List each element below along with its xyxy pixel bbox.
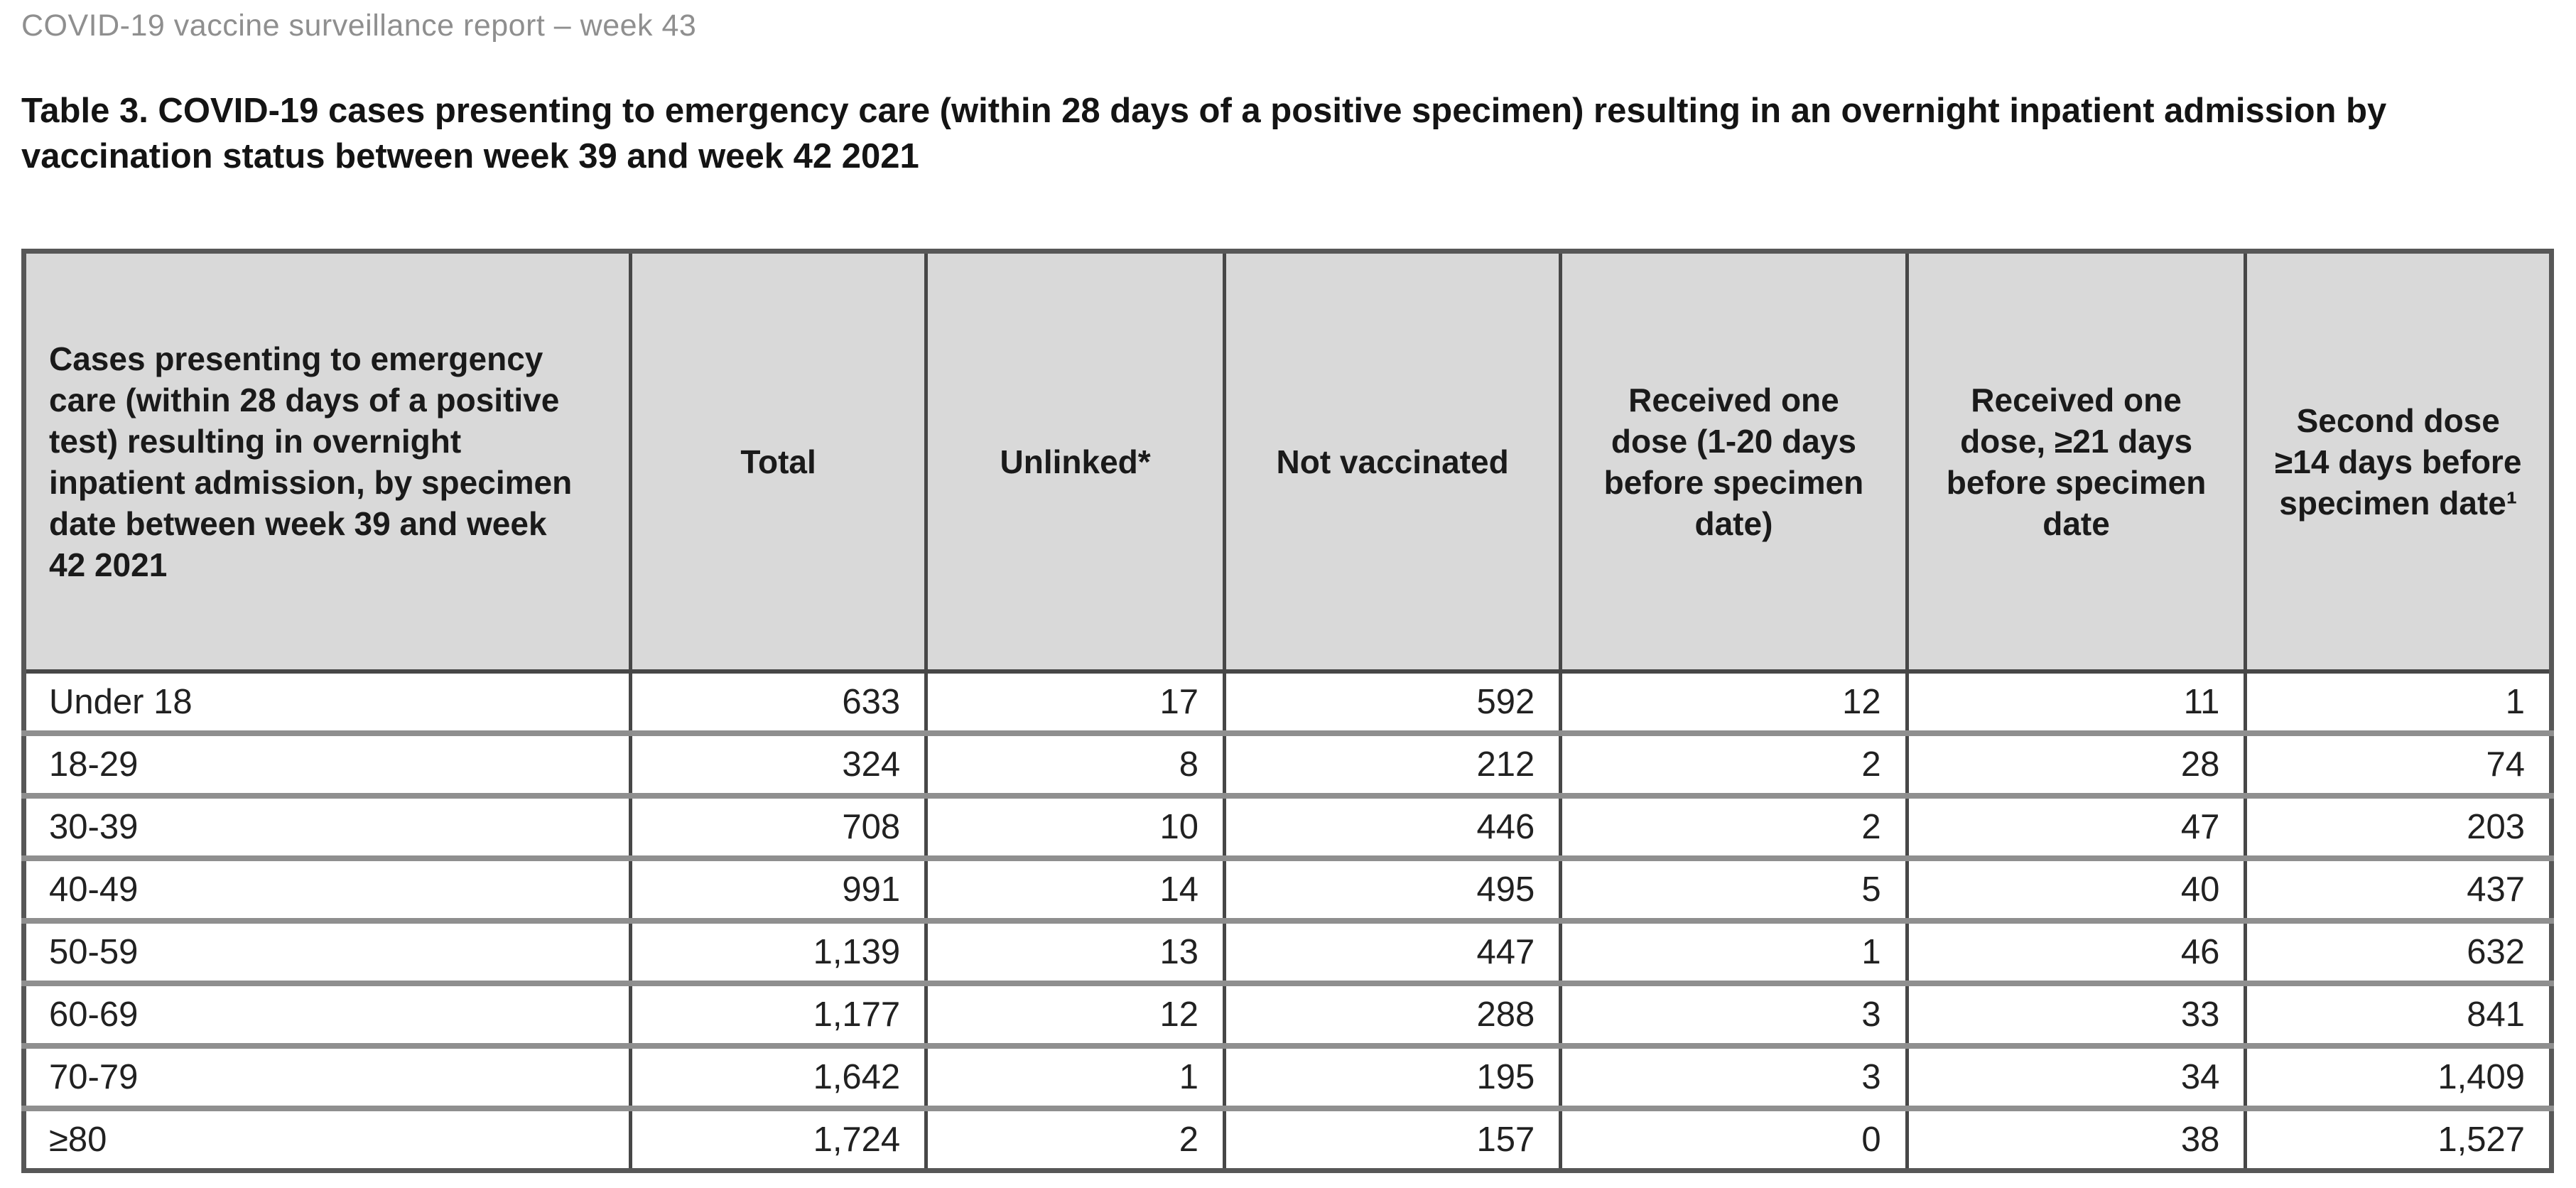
not-vaccinated-cell: 212 bbox=[1223, 733, 1563, 799]
total-cell: 1,177 bbox=[628, 983, 929, 1049]
unlinked-cell: 12 bbox=[924, 983, 1227, 1049]
total-cell: 633 bbox=[628, 671, 929, 736]
age-group-cell: 50-59 bbox=[22, 921, 632, 986]
row-60-69: 60-69 1,177 12 288 3 33 841 bbox=[22, 983, 2553, 1049]
row-40-49: 40-49 991 14 495 5 40 437 bbox=[22, 858, 2553, 924]
one-dose-1-20-cell: 2 bbox=[1559, 796, 1909, 861]
unlinked-cell: 17 bbox=[924, 671, 1227, 736]
one-dose-21plus-cell: 33 bbox=[1905, 983, 2248, 1049]
not-vaccinated-cell: 495 bbox=[1223, 858, 1563, 924]
table-title: Table 3. COVID-19 cases presenting to em… bbox=[21, 92, 2387, 176]
age-group-cell: 30-39 bbox=[22, 796, 632, 861]
second-dose-cell: 632 bbox=[2244, 921, 2553, 986]
unlinked-cell: 13 bbox=[924, 921, 1227, 986]
age-group-cell: 18-29 bbox=[22, 733, 632, 799]
column-header-unlinked: Unlinked* bbox=[924, 251, 1227, 674]
one-dose-1-20-cell: 2 bbox=[1559, 733, 1909, 799]
total-cell: 324 bbox=[628, 733, 929, 799]
one-dose-1-20-cell: 3 bbox=[1559, 983, 1909, 1049]
not-vaccinated-cell: 288 bbox=[1223, 983, 1563, 1049]
one-dose-21plus-cell: 28 bbox=[1905, 733, 2248, 799]
column-header-one-dose-21plus-days: Received one dose, ≥21 days before speci… bbox=[1905, 251, 2248, 674]
total-cell: 1,724 bbox=[628, 1108, 929, 1171]
one-dose-21plus-cell: 34 bbox=[1905, 1046, 2248, 1111]
age-group-cell: 60-69 bbox=[22, 983, 632, 1049]
report-header: COVID-19 vaccine surveillance report – w… bbox=[21, 9, 697, 43]
total-cell: 1,139 bbox=[628, 921, 929, 986]
second-dose-cell: 1 bbox=[2244, 671, 2553, 736]
unlinked-cell: 10 bbox=[924, 796, 1227, 861]
one-dose-1-20-cell: 1 bbox=[1559, 921, 1909, 986]
one-dose-21plus-cell: 38 bbox=[1905, 1108, 2248, 1171]
column-header-one-dose-1-20-days: Received one dose (1-20 days before spec… bbox=[1559, 251, 1909, 674]
row-80-plus: ≥80 1,724 2 157 0 38 1,527 bbox=[22, 1108, 2553, 1171]
header-row: Cases presenting to emergency care (with… bbox=[22, 251, 2553, 674]
one-dose-21plus-cell: 40 bbox=[1905, 858, 2248, 924]
not-vaccinated-cell: 195 bbox=[1223, 1046, 1563, 1111]
column-header-total: Total bbox=[628, 251, 929, 674]
age-group-cell: Under 18 bbox=[22, 671, 632, 736]
not-vaccinated-cell: 592 bbox=[1223, 671, 1563, 736]
row-under-18: Under 18 633 17 592 12 11 1 bbox=[22, 671, 2553, 736]
unlinked-cell: 2 bbox=[924, 1108, 1227, 1171]
column-header-not-vaccinated: Not vaccinated bbox=[1223, 251, 1563, 674]
second-dose-cell: 841 bbox=[2244, 983, 2553, 1049]
one-dose-21plus-cell: 46 bbox=[1905, 921, 2248, 986]
total-cell: 1,642 bbox=[628, 1046, 929, 1111]
one-dose-21plus-cell: 47 bbox=[1905, 796, 2248, 861]
not-vaccinated-cell: 157 bbox=[1223, 1108, 1563, 1171]
age-group-cell: ≥80 bbox=[22, 1108, 632, 1171]
second-dose-cell: 437 bbox=[2244, 858, 2553, 924]
second-dose-cell: 74 bbox=[2244, 733, 2553, 799]
not-vaccinated-cell: 446 bbox=[1223, 796, 1563, 861]
one-dose-21plus-cell: 11 bbox=[1905, 671, 2248, 736]
total-cell: 708 bbox=[628, 796, 929, 861]
row-50-59: 50-59 1,139 13 447 1 46 632 bbox=[22, 921, 2553, 986]
second-dose-cell: 203 bbox=[2244, 796, 2553, 861]
second-dose-cell: 1,527 bbox=[2244, 1108, 2553, 1171]
second-dose-cell: 1,409 bbox=[2244, 1046, 2553, 1111]
age-group-cell: 70-79 bbox=[22, 1046, 632, 1111]
one-dose-1-20-cell: 3 bbox=[1559, 1046, 1909, 1111]
one-dose-1-20-cell: 5 bbox=[1559, 858, 1909, 924]
row-18-29: 18-29 324 8 212 2 28 74 bbox=[22, 733, 2553, 799]
one-dose-1-20-cell: 12 bbox=[1559, 671, 1909, 736]
age-group-cell: 40-49 bbox=[22, 858, 632, 924]
one-dose-1-20-cell: 0 bbox=[1559, 1108, 1909, 1171]
column-header-second-dose: Second dose ≥14 days before specimen dat… bbox=[2244, 251, 2553, 674]
unlinked-cell: 8 bbox=[924, 733, 1227, 799]
row-30-39: 30-39 708 10 446 2 47 203 bbox=[22, 796, 2553, 861]
total-cell: 991 bbox=[628, 858, 929, 924]
not-vaccinated-cell: 447 bbox=[1223, 921, 1563, 986]
unlinked-cell: 14 bbox=[924, 858, 1227, 924]
cases-table: Cases presenting to emergency care (with… bbox=[21, 249, 2554, 1173]
row-70-79: 70-79 1,642 1 195 3 34 1,409 bbox=[22, 1046, 2553, 1111]
column-header-row-label: Cases presenting to emergency care (with… bbox=[22, 251, 632, 674]
unlinked-cell: 1 bbox=[924, 1046, 1227, 1111]
